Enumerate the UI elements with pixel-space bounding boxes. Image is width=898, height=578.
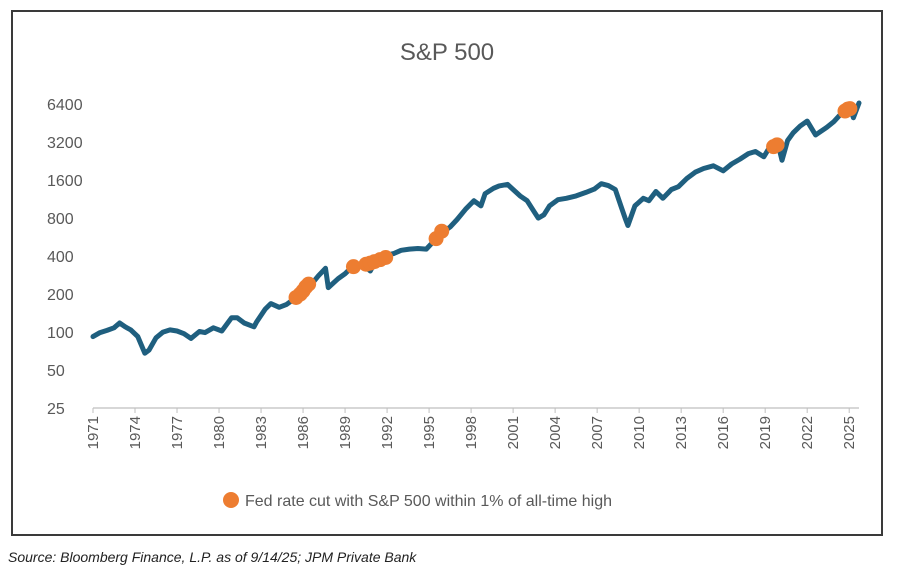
- y-tick-label: 3200: [47, 135, 83, 152]
- legend-label: Fed rate cut with S&P 500 within 1% of a…: [245, 493, 612, 510]
- legend-marker-icon: [223, 492, 239, 508]
- rate-cut-marker: [345, 259, 361, 275]
- x-tick-label: 1980: [211, 416, 228, 449]
- x-tick-label: 2001: [505, 416, 522, 449]
- chart-title: S&P 500: [400, 39, 494, 66]
- x-tick-label: 2004: [547, 416, 564, 449]
- y-tick-label: 1600: [47, 173, 83, 190]
- chart-svg: S&P 500 25 50 100 200 400 800 1600 3200 6400 197…: [47, 39, 862, 510]
- rate-cut-marker: [769, 137, 785, 153]
- rate-cut-marker: [842, 101, 858, 117]
- legend: Fed rate cut with S&P 500 within 1% of a…: [223, 492, 612, 510]
- y-tick-label: 6400: [47, 97, 83, 114]
- x-tick-label: 1992: [379, 416, 396, 449]
- y-tick-label: 200: [47, 287, 74, 304]
- line-layer: [90, 100, 862, 356]
- x-tick-label: 2010: [631, 416, 648, 449]
- y-tick-label: 800: [47, 211, 74, 228]
- x-tick-label: 1974: [127, 416, 144, 449]
- x-axis: 1971 1974 1977 1980 1983 1986 1989 1992 1995 1998…: [85, 407, 859, 449]
- y-tick-label: 50: [47, 363, 65, 380]
- y-tick-label: 100: [47, 325, 74, 342]
- x-tick-label: 2016: [715, 416, 732, 449]
- marker-layer: [288, 101, 858, 305]
- x-tick-label: 2013: [673, 416, 690, 449]
- x-tick-label: 1971: [85, 416, 102, 449]
- x-tick-label: 1986: [295, 416, 312, 449]
- rate-cut-marker: [434, 223, 450, 239]
- rate-cut-marker: [378, 249, 394, 265]
- x-tick-label: 1989: [337, 416, 354, 449]
- sp500-line: [90, 100, 862, 356]
- x-tick-label: 1998: [463, 416, 480, 449]
- source-note: Source: Bloomberg Finance, L.P. as of 9/…: [8, 549, 417, 565]
- x-tick-label: 2022: [799, 416, 816, 449]
- x-tick-label: 2025: [841, 416, 858, 449]
- chart-frame: S&P 500 25 50 100 200 400 800 1600 3200 6400 197…: [11, 10, 883, 536]
- y-tick-label: 25: [47, 401, 65, 418]
- x-tick-label: 1983: [253, 416, 270, 449]
- x-tick-label: 1995: [421, 416, 438, 449]
- x-tick-label: 1977: [169, 416, 186, 449]
- rate-cut-marker: [301, 276, 317, 292]
- y-axis: 25 50 100 200 400 800 1600 3200 6400: [47, 97, 83, 418]
- y-tick-label: 400: [47, 249, 74, 266]
- x-tick-label: 2019: [757, 416, 774, 449]
- x-tick-label: 2007: [589, 416, 606, 449]
